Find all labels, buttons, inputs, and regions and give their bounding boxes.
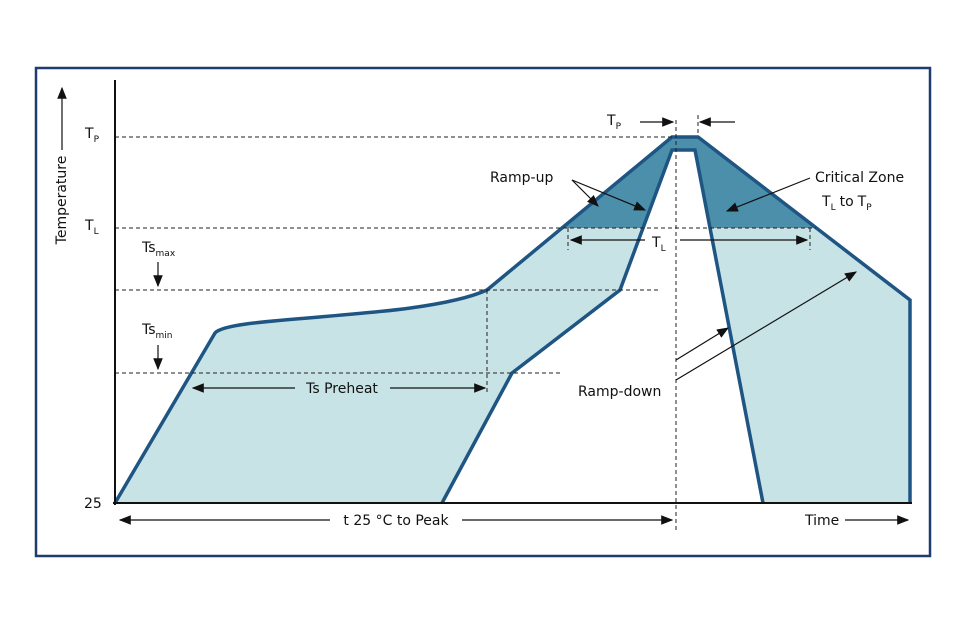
critical-zone — [562, 137, 816, 228]
annotation: Ramp-up — [490, 170, 553, 186]
level-label: Tsmax — [141, 240, 176, 259]
annotation: Critical Zone — [815, 170, 904, 186]
annotation: Ramp-down — [578, 384, 661, 400]
origin-label: 25 — [84, 496, 102, 512]
inner-zone — [442, 150, 763, 503]
level-label: TL — [84, 218, 99, 237]
level-label: TP — [84, 126, 100, 145]
frame — [34, 66, 932, 558]
annotation: TL to TP — [821, 194, 872, 213]
annotation: TP — [606, 113, 622, 132]
annotation: Ts Preheat — [305, 381, 378, 397]
annotation: t 25 °C to Peak — [343, 513, 449, 529]
level-label: Tsmin — [141, 322, 173, 341]
x-label: Time — [804, 513, 839, 529]
inner-line — [440, 148, 765, 504]
annotation: TL — [651, 235, 666, 254]
guides — [115, 115, 816, 532]
arrows — [57, 86, 910, 525]
y-label: Temperature — [54, 156, 70, 246]
